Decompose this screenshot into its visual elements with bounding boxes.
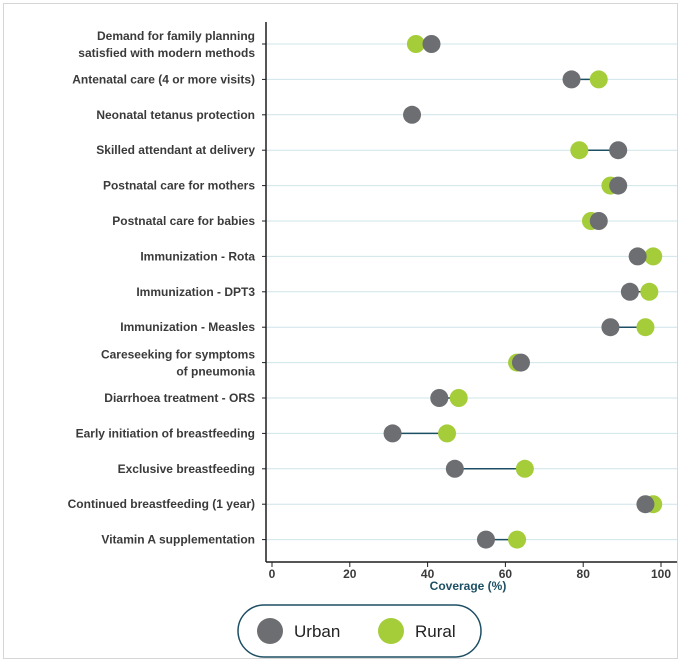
- gridlines: [262, 43, 677, 541]
- category-label-line: Vitamin A supplementation: [101, 533, 255, 547]
- category-label-2: Neonatal tetanus protection: [96, 108, 255, 122]
- category-label-line: Immunization - Rota: [140, 249, 255, 263]
- x-tick-label-5: 100: [651, 567, 671, 581]
- point-urban-2: [403, 105, 422, 124]
- category-label-line: Continued breastfeeding (1 year): [68, 497, 255, 511]
- category-label-line: Immunization - DPT3: [136, 285, 255, 299]
- category-label-10: Diarrhoea treatment - ORS: [104, 391, 255, 405]
- category-label-line: Diarrhoea treatment - ORS: [104, 391, 255, 405]
- category-label-12: Exclusive breastfeeding: [118, 462, 255, 476]
- point-urban-8: [601, 318, 620, 337]
- point-urban-7: [620, 282, 639, 301]
- x-tick-label-1: 20: [343, 567, 357, 581]
- category-label-8: Immunization - Measles: [120, 320, 255, 334]
- point-urban-5: [589, 212, 608, 230]
- category-label-line: Postnatal care for babies: [112, 214, 255, 228]
- data-points: [383, 35, 663, 549]
- legend-marker-rural: [378, 618, 404, 644]
- x-tick-label-4: 80: [577, 567, 591, 581]
- category-label-line: Demand for family planning: [97, 29, 255, 43]
- point-rural-14: [508, 530, 527, 549]
- point-rural-10: [449, 389, 468, 407]
- point-urban-1: [562, 70, 581, 89]
- category-label-0: Demand for family planning satisfied with…: [78, 29, 255, 60]
- chart-frame: [3, 3, 678, 659]
- category-label-3: Skilled attendant at delivery: [96, 143, 255, 157]
- category-label-1: Antenatal care (4 or more visits): [72, 72, 255, 86]
- point-rural-6: [644, 247, 663, 266]
- category-label-line: Immunization - Measles: [120, 320, 255, 334]
- point-urban-3: [609, 141, 628, 160]
- category-labels: Demand for family planning satisfied with…: [68, 29, 256, 547]
- point-urban-11: [383, 424, 402, 443]
- x-tick-labels: 0 20 40 60 80 100: [269, 562, 671, 581]
- category-label-5: Postnatal care for babies: [112, 214, 255, 228]
- x-tick-label-0: 0: [269, 567, 276, 581]
- category-label-line: Postnatal care for mothers: [103, 179, 255, 193]
- point-urban-0: [422, 35, 441, 53]
- category-label-line: satisfied with modern methods: [78, 46, 255, 60]
- legend-marker-urban: [257, 618, 283, 644]
- point-urban-14: [476, 530, 495, 549]
- axes: [265, 22, 677, 563]
- category-label-13: Continued breastfeeding (1 year): [68, 497, 255, 511]
- point-urban-13: [636, 495, 655, 514]
- legend-label-rural: Rural: [415, 622, 456, 641]
- category-label-6: Immunization - Rota: [140, 249, 255, 263]
- category-label-line: Antenatal care (4 or more visits): [72, 72, 255, 86]
- category-label-line: Early initiation of breastfeeding: [76, 426, 255, 440]
- point-rural-8: [636, 318, 655, 337]
- category-label-11: Early initiation of breastfeeding: [76, 426, 255, 440]
- category-label-14: Vitamin A supplementation: [101, 533, 255, 547]
- point-rural-12: [515, 459, 534, 478]
- point-rural-0: [406, 35, 425, 53]
- point-rural-1: [589, 70, 608, 89]
- point-rural-7: [640, 282, 659, 301]
- category-label-line: Neonatal tetanus protection: [96, 108, 255, 122]
- category-label-line: of pneumonia: [176, 365, 255, 379]
- category-label-9: Careseeking for symptoms of pneumonia: [101, 348, 255, 379]
- x-axis-title: Coverage (%): [430, 579, 507, 593]
- category-label-4: Postnatal care for mothers: [103, 179, 255, 193]
- legend: Urban Rural: [237, 604, 482, 658]
- point-urban-12: [445, 459, 464, 478]
- legend-box: [237, 604, 482, 658]
- category-label-line: Skilled attendant at delivery: [96, 143, 255, 157]
- category-label-7: Immunization - DPT3: [136, 285, 255, 299]
- point-urban-10: [430, 389, 449, 407]
- legend-label-urban: Urban: [294, 622, 340, 641]
- point-urban-6: [628, 247, 647, 266]
- point-rural-3: [570, 141, 589, 160]
- category-label-line: Exclusive breastfeeding: [118, 462, 255, 476]
- category-label-line: Careseeking for symptoms: [101, 348, 255, 362]
- point-rural-11: [438, 424, 457, 443]
- x-tick-label-3: 60: [499, 567, 513, 581]
- point-urban-9: [511, 353, 530, 372]
- x-tick-label-2: 40: [421, 567, 435, 581]
- point-urban-4: [609, 176, 628, 195]
